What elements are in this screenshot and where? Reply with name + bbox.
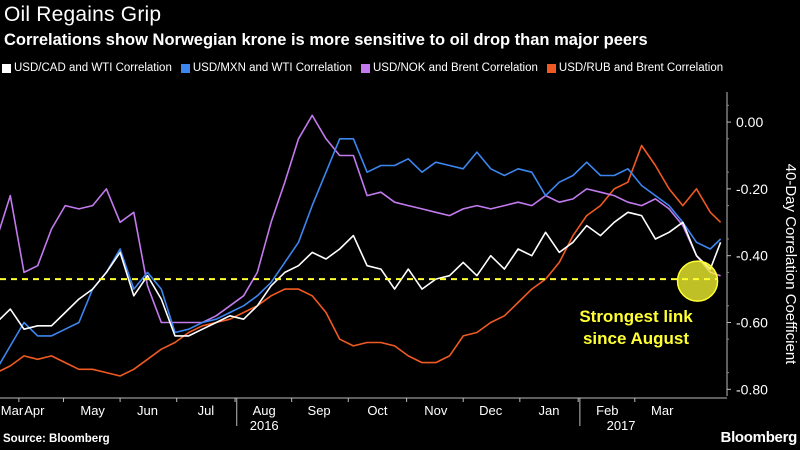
x-tick-label: Apr [24,403,45,418]
brand-logo: Bloomberg [720,429,798,446]
highlight-circle [676,260,719,302]
x-tick-label: Feb [596,403,618,418]
x-tick-label: May [80,403,105,418]
series-line-usdmxn [0,138,722,366]
x-tick-label: Mar [1,403,24,418]
x-tick-label: Dec [479,403,503,418]
legend-label-usdmxn: USD/MXN and WTI Correlation [192,62,352,74]
chart-title: Oil Regains Grip [4,3,162,26]
chart-legend: USD/CAD and WTI Correlation USD/MXN and … [2,62,796,74]
x-tick-label: Sep [308,403,331,418]
x-year-label: 2016 [250,418,279,433]
series-line-usdcad [0,211,722,337]
y-tick-label: -0.40 [736,248,768,264]
x-tick-label: Jun [137,403,158,418]
legend-item-usdmxn: USD/MXN and WTI Correlation [180,62,352,74]
y-tick-label: -0.80 [736,381,768,397]
legend-swatch-usdmxn [180,63,190,73]
legend-item-usdnok: USD/NOK and Brent Correlation [360,62,538,74]
chart-subtitle: Correlations show Norwegian krone is mor… [4,31,648,49]
annotation-text: since August [583,329,689,348]
legend-swatch-usdcad [2,63,11,73]
x-tick-label: Jan [539,403,560,418]
legend-swatch-usdnok [360,63,370,73]
x-tick-label: Jul [198,403,215,418]
y-tick-label: 0.00 [736,114,763,130]
y-tick-label: -0.20 [736,181,768,197]
legend-item-usdrub: USD/RUB and Brent Correlation [546,62,724,74]
x-tick-label: Mar [651,403,674,418]
series-line-usdrub [0,144,722,377]
legend-label-usdrub: USD/RUB and Brent Correlation [558,62,724,74]
legend-item-usdcad: USD/CAD and WTI Correlation [2,62,172,74]
x-tick-label: Oct [367,403,388,418]
x-tick-label: Nov [424,403,448,418]
x-year-label: 2017 [607,418,636,433]
x-tick-label: Aug [253,403,276,418]
legend-label-usdcad: USD/CAD and WTI Correlation [14,62,172,74]
legend-label-usdnok: USD/NOK and Brent Correlation [372,62,538,74]
source-note: Source: Bloomberg [3,433,110,445]
legend-swatch-usdrub [546,63,556,73]
series-line-usdnok [0,114,721,324]
annotation-text: Strongest link [579,307,693,326]
y-axis-title: 40-Day Correlation Coefficient [782,164,799,365]
y-tick-label: -0.60 [736,315,768,331]
